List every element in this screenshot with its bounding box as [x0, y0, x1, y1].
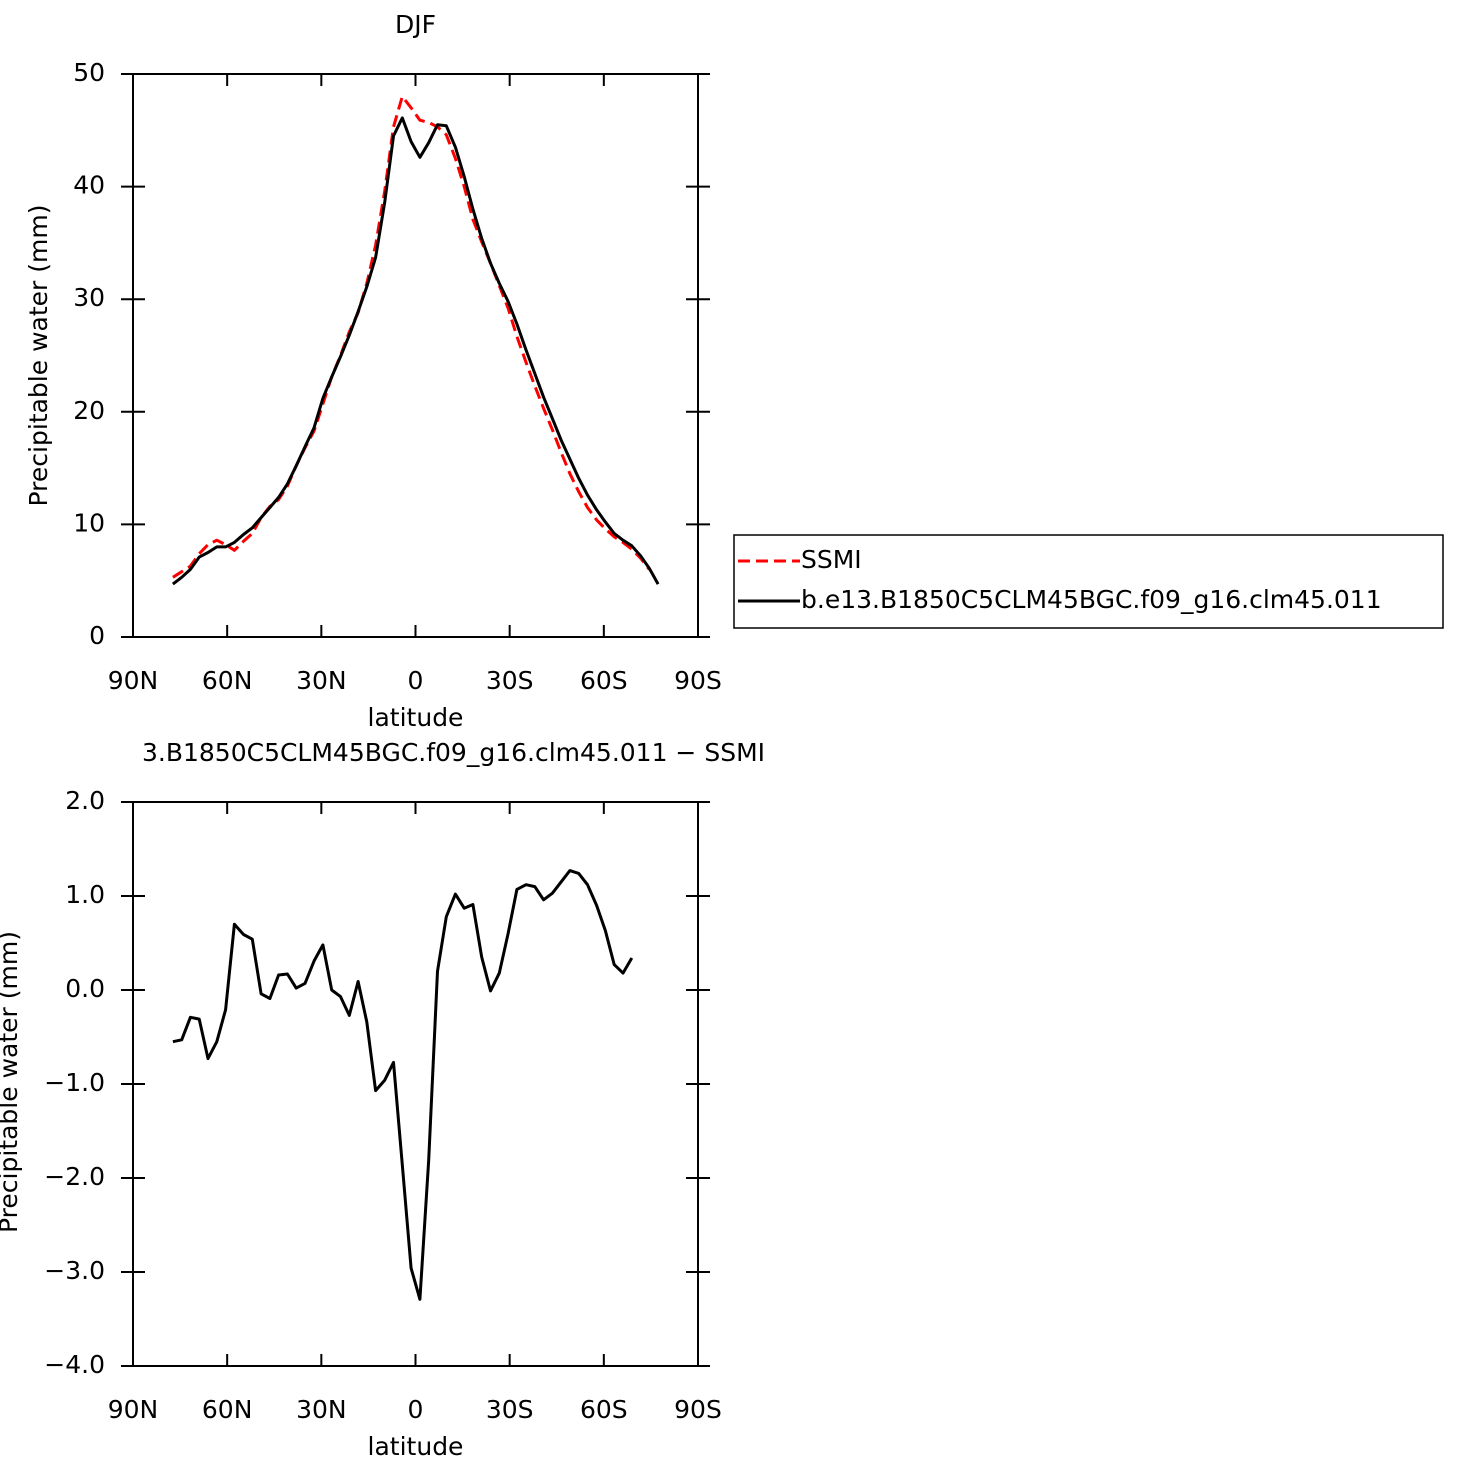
y-tick-label: 0.0 — [65, 974, 105, 1003]
x-axis-label: latitude — [368, 703, 464, 732]
x-tick-label: 60S — [580, 666, 628, 695]
x-tick-label: 90S — [674, 1395, 722, 1424]
x-tick-label: 0 — [408, 666, 424, 695]
y-tick-label: −3.0 — [44, 1256, 105, 1285]
y-tick-label: −1.0 — [44, 1068, 105, 1097]
y-axis-label: Precipitable water (mm) — [24, 205, 53, 507]
x-tick-label: 30N — [296, 666, 347, 695]
y-tick-label: 20 — [73, 396, 105, 425]
chart-title: 3.B1850C5CLM45BGC.f09_g16.clm45.011 − SS… — [142, 738, 765, 767]
legend-label: SSMI — [801, 545, 862, 574]
legend-label: b.e13.B1850C5CLM45BGC.f09_g16.clm45.011 — [801, 585, 1382, 614]
x-tick-label: 60N — [202, 666, 253, 695]
y-tick-label: −4.0 — [44, 1350, 105, 1379]
data-line — [172, 95, 651, 579]
y-tick-label: 30 — [73, 283, 105, 312]
x-tick-label: 30S — [486, 666, 534, 695]
data-line — [171, 116, 660, 586]
x-tick-label: 90S — [674, 666, 722, 695]
y-tick-label: 10 — [73, 508, 105, 537]
legend-box — [733, 534, 1444, 629]
data-line — [172, 869, 634, 1301]
chart-title: DJF — [395, 10, 436, 39]
y-tick-label: −2.0 — [44, 1162, 105, 1191]
x-tick-label: 90N — [108, 1395, 159, 1424]
y-tick-label: 40 — [73, 171, 105, 200]
y-tick-label: 2.0 — [65, 786, 105, 815]
y-tick-label: 50 — [73, 58, 105, 87]
x-tick-label: 60N — [202, 1395, 253, 1424]
plot-frame — [132, 73, 699, 638]
x-tick-label: 30N — [296, 1395, 347, 1424]
x-tick-label: 90N — [108, 666, 159, 695]
y-axis-label: Precipitable water (mm) — [0, 931, 23, 1233]
y-tick-label: 1.0 — [65, 880, 105, 909]
x-tick-label: 0 — [408, 1395, 424, 1424]
x-tick-label: 60S — [580, 1395, 628, 1424]
x-axis-label: latitude — [368, 1432, 464, 1461]
y-tick-label: 0 — [89, 621, 105, 650]
x-tick-label: 30S — [486, 1395, 534, 1424]
